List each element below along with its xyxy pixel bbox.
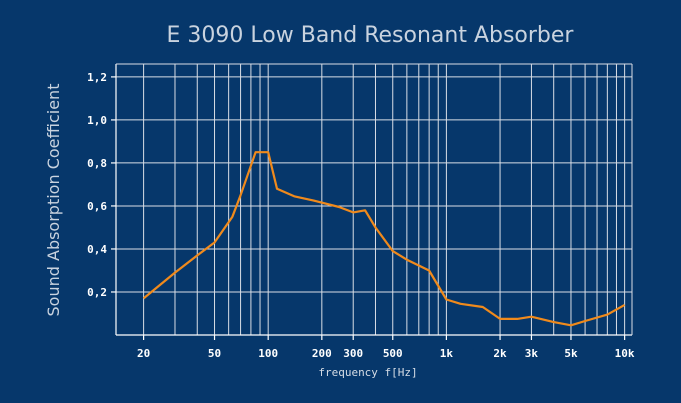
x-tick-label: 20	[137, 347, 150, 360]
x-tick-label: 200	[312, 347, 332, 360]
x-tick-label: 1k	[440, 347, 454, 360]
x-tick-label: 100	[258, 347, 278, 360]
x-tick-label: 3k	[525, 347, 539, 360]
x-tick-label: 10k	[615, 347, 635, 360]
x-axis-label: frequency f[Hz]	[318, 366, 417, 379]
y-tick-label: 1,0	[87, 114, 107, 127]
series	[142, 151, 626, 327]
x-tick-label: 50	[208, 347, 221, 360]
y-tick-label: 0,6	[87, 200, 107, 213]
y-tick-label: 0,2	[87, 286, 107, 299]
y-tick-label: 0,8	[87, 157, 107, 170]
absorption-curve	[142, 151, 626, 327]
x-tick-label: 500	[383, 347, 403, 360]
x-tick-label: 5k	[564, 347, 578, 360]
y-tick-label: 1,2	[87, 71, 107, 84]
tick-labels: 0,2 0,4 0,6 0,8 1,0 1,2 20 50 100 200 300 500 1k 2k 3k…	[87, 71, 635, 360]
y-tick-label: 0,4	[87, 243, 107, 256]
y-axis-label: Sound Absorption Coefficient	[44, 84, 63, 317]
x-tick-label: 2k	[493, 347, 507, 360]
grid	[115, 63, 633, 336]
chart-title: E 3090 Low Band Resonant Absorber	[167, 23, 575, 48]
x-tick-label: 300	[343, 347, 363, 360]
